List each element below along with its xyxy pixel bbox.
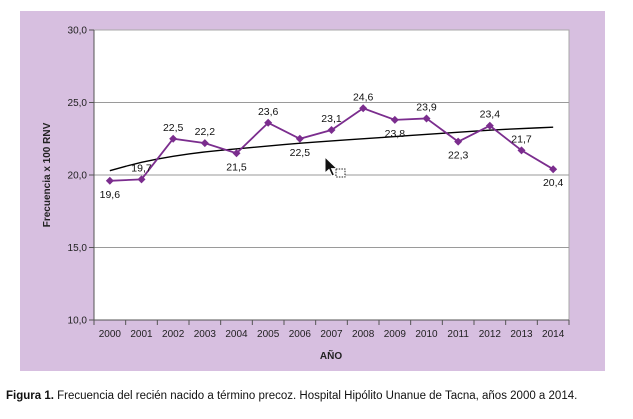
data-point-marker (359, 104, 368, 113)
y-tick-label: 20,0 (68, 171, 88, 182)
x-tick-label: 2014 (542, 329, 565, 340)
y-tick-label: 15,0 (68, 243, 88, 254)
y-tick-label: 10,0 (68, 316, 88, 327)
data-point-marker (549, 165, 558, 174)
x-tick-label: 2001 (130, 329, 153, 340)
y-tick-label: 25,0 (68, 98, 88, 109)
data-point-marker (485, 121, 494, 130)
data-point-marker (517, 146, 526, 155)
caption-label: Figura 1. (6, 390, 54, 402)
data-labels: 19,6 19,7 22,5 22,2 21,5 23,6 22,5 23,1 24,6 23,8… (100, 91, 564, 201)
data-point-marker (232, 149, 241, 158)
x-axis-title: AÑO (320, 349, 342, 362)
data-label: 24,6 (353, 91, 374, 103)
data-point-marker (327, 126, 336, 135)
data-label: 21,7 (511, 133, 532, 145)
x-tick-label: 2005 (257, 329, 280, 340)
x-tick-label: 2004 (225, 329, 248, 340)
data-label: 23,9 (416, 101, 437, 113)
data-point-marker (454, 137, 463, 146)
data-label: 19,6 (100, 189, 121, 201)
data-label: 23,8 (385, 128, 406, 140)
data-point-marker (390, 115, 399, 124)
x-tick-label: 2012 (479, 329, 502, 340)
y-tick-label: 30,0 (68, 26, 88, 37)
figure-caption: Figura 1. Frecuencia del recién nacido a… (6, 390, 631, 402)
data-point-marker (105, 176, 114, 185)
x-tick-label: 2006 (289, 329, 312, 340)
data-label: 23,6 (258, 106, 279, 118)
x-tick-label: 2009 (384, 329, 407, 340)
x-tick-label: 2008 (352, 329, 375, 340)
data-label: 21,5 (226, 161, 247, 173)
x-tick-label: 2013 (510, 329, 533, 340)
data-label: 20,4 (543, 177, 564, 189)
x-tick-label: 2007 (320, 329, 343, 340)
caption-text: Frecuencia del recién nacido a término p… (53, 390, 578, 402)
x-tick-label: 2003 (194, 329, 217, 340)
data-point-marker (422, 114, 431, 123)
data-label: 23,1 (321, 113, 342, 125)
series-group (105, 104, 558, 185)
trendline (109, 126, 554, 172)
data-point-marker (137, 175, 146, 184)
x-tick-label: 2000 (99, 329, 122, 340)
x-tick-label: 2011 (447, 329, 469, 340)
data-label: 22,5 (290, 147, 311, 159)
data-label: 22,5 (163, 122, 184, 134)
data-point-marker (169, 134, 178, 143)
data-point-marker (200, 139, 209, 148)
data-label: 23,4 (480, 109, 501, 121)
data-label: 22,2 (195, 126, 216, 138)
axes: 10,0 15,0 20,0 25,0 30,0 2000 2001 2002 2003 2004… (68, 26, 570, 340)
y-axis-title: Frecuencia x 100 RNV (42, 122, 53, 227)
data-label: 22,3 (448, 150, 469, 162)
data-point-marker (295, 134, 304, 143)
data-label: 19,7 (131, 162, 152, 174)
x-tick-label: 2002 (162, 329, 185, 340)
trendline-group (109, 126, 554, 172)
data-point-marker (264, 118, 273, 127)
mouse-pointer-icon (324, 156, 346, 178)
x-tick-label: 2010 (415, 329, 438, 340)
